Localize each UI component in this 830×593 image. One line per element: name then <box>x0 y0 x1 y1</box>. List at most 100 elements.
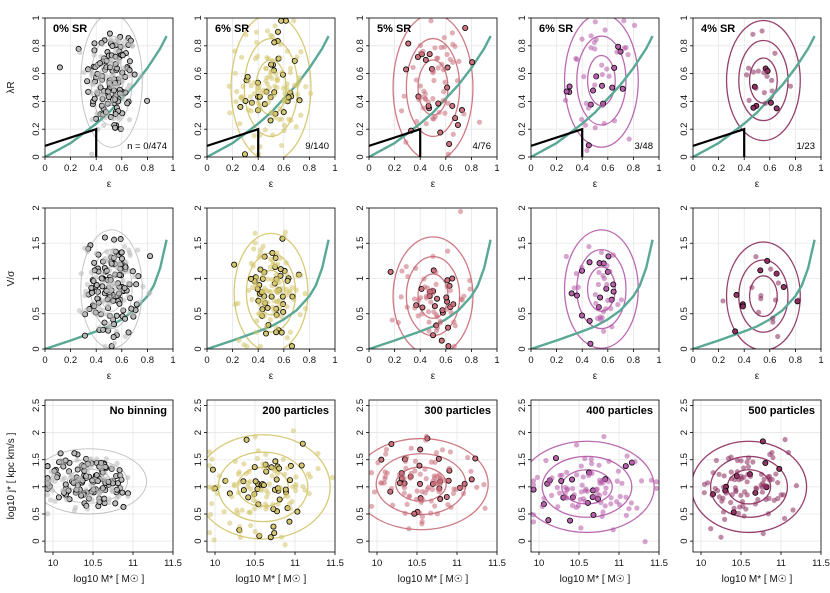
data-point <box>596 462 602 468</box>
data-point <box>434 55 440 61</box>
y-axis-label: log10 j* [ kpc km/s ] <box>6 432 17 519</box>
data-point <box>257 266 264 273</box>
data-point <box>449 30 455 36</box>
data-point <box>406 526 412 532</box>
y-axis-label: V/σ <box>6 270 17 286</box>
data-point <box>120 307 126 313</box>
density-contour-0 <box>45 448 148 515</box>
y-tick-label: 2 <box>679 205 690 210</box>
data-point <box>267 534 274 541</box>
data-point <box>557 490 563 496</box>
x-tick-label: 1 <box>818 355 823 366</box>
data-point <box>454 122 461 129</box>
data-point <box>442 110 448 116</box>
data-point <box>100 270 106 276</box>
data-point <box>100 307 106 313</box>
panel-frame <box>692 399 822 553</box>
data-point <box>102 470 108 476</box>
x-axis-label: ε <box>269 179 274 190</box>
data-point <box>248 83 254 89</box>
data-point <box>436 489 442 495</box>
data-point <box>108 294 114 300</box>
data-point <box>469 59 476 66</box>
x-tick-label: 0.2 <box>388 163 401 174</box>
y-tick-label: 0 <box>355 538 366 543</box>
data-point <box>269 75 275 82</box>
data-point <box>739 499 745 505</box>
data-point <box>587 340 594 347</box>
data-point <box>106 496 112 502</box>
panel-frame <box>530 399 660 553</box>
panel-r0-c0: 0 0.2 0.4 0.6 0.8 1 0 0.2 0.4 0.6 0.8 1 ε λR 0% SR n = … <box>6 15 176 190</box>
data-point <box>404 501 410 507</box>
data-point <box>404 304 410 310</box>
data-point <box>248 275 255 282</box>
x-tick-label: 11 <box>128 558 138 569</box>
data-point <box>281 122 287 128</box>
data-point <box>744 459 750 465</box>
data-point <box>93 250 99 257</box>
data-point <box>419 519 425 525</box>
density-contour-1 <box>541 455 633 518</box>
data-point <box>260 272 266 278</box>
data-point <box>787 83 794 89</box>
panel-title: 200 particles <box>262 405 329 417</box>
data-point <box>117 236 124 243</box>
data-point <box>405 40 412 47</box>
y-axis-label: λR <box>6 81 17 93</box>
data-point <box>99 283 106 290</box>
data-point <box>81 69 87 75</box>
data-point <box>765 511 771 517</box>
data-point <box>402 510 408 516</box>
data-point <box>52 469 58 475</box>
data-point <box>753 486 760 492</box>
y-tick-label: 2 <box>355 430 366 435</box>
data-point <box>564 469 570 475</box>
data-point <box>115 36 121 42</box>
data-point <box>116 493 122 500</box>
data-point <box>413 496 419 502</box>
data-point <box>555 504 561 510</box>
data-point <box>112 292 118 299</box>
data-point <box>81 332 88 339</box>
isotropic-curve <box>693 35 816 157</box>
data-point <box>113 312 120 319</box>
data-point <box>369 503 375 509</box>
data-point <box>432 503 438 509</box>
data-point <box>579 36 585 42</box>
data-point <box>425 309 432 315</box>
data-point <box>94 302 100 308</box>
data-point <box>599 82 606 89</box>
data-point <box>746 65 752 71</box>
data-point <box>110 71 117 77</box>
data-point <box>234 88 240 95</box>
data-point <box>82 292 88 299</box>
data-point <box>403 139 409 145</box>
data-point <box>775 280 781 286</box>
data-point <box>476 119 483 125</box>
data-point <box>434 295 441 302</box>
y-tick-label: 2.5 <box>193 399 204 412</box>
data-point <box>611 118 618 124</box>
data-point <box>401 485 408 491</box>
data-point <box>281 96 287 102</box>
data-point <box>133 281 140 288</box>
data-point <box>578 489 585 495</box>
data-point <box>582 122 589 128</box>
data-point <box>126 247 132 253</box>
data-point <box>622 463 629 470</box>
data-point <box>606 73 612 79</box>
x-axis-label: log10 M* [ M☉ ] <box>560 574 631 585</box>
data-point <box>415 313 421 319</box>
data-point <box>270 523 277 530</box>
data-point <box>111 340 118 346</box>
data-point <box>251 464 258 471</box>
data-point <box>417 471 423 477</box>
data-point <box>278 288 284 294</box>
data-point <box>250 493 256 499</box>
y-tick-label: 2 <box>193 205 204 210</box>
slow-rotator-boundary <box>45 127 98 157</box>
data-point <box>653 479 659 485</box>
data-point <box>447 287 453 294</box>
